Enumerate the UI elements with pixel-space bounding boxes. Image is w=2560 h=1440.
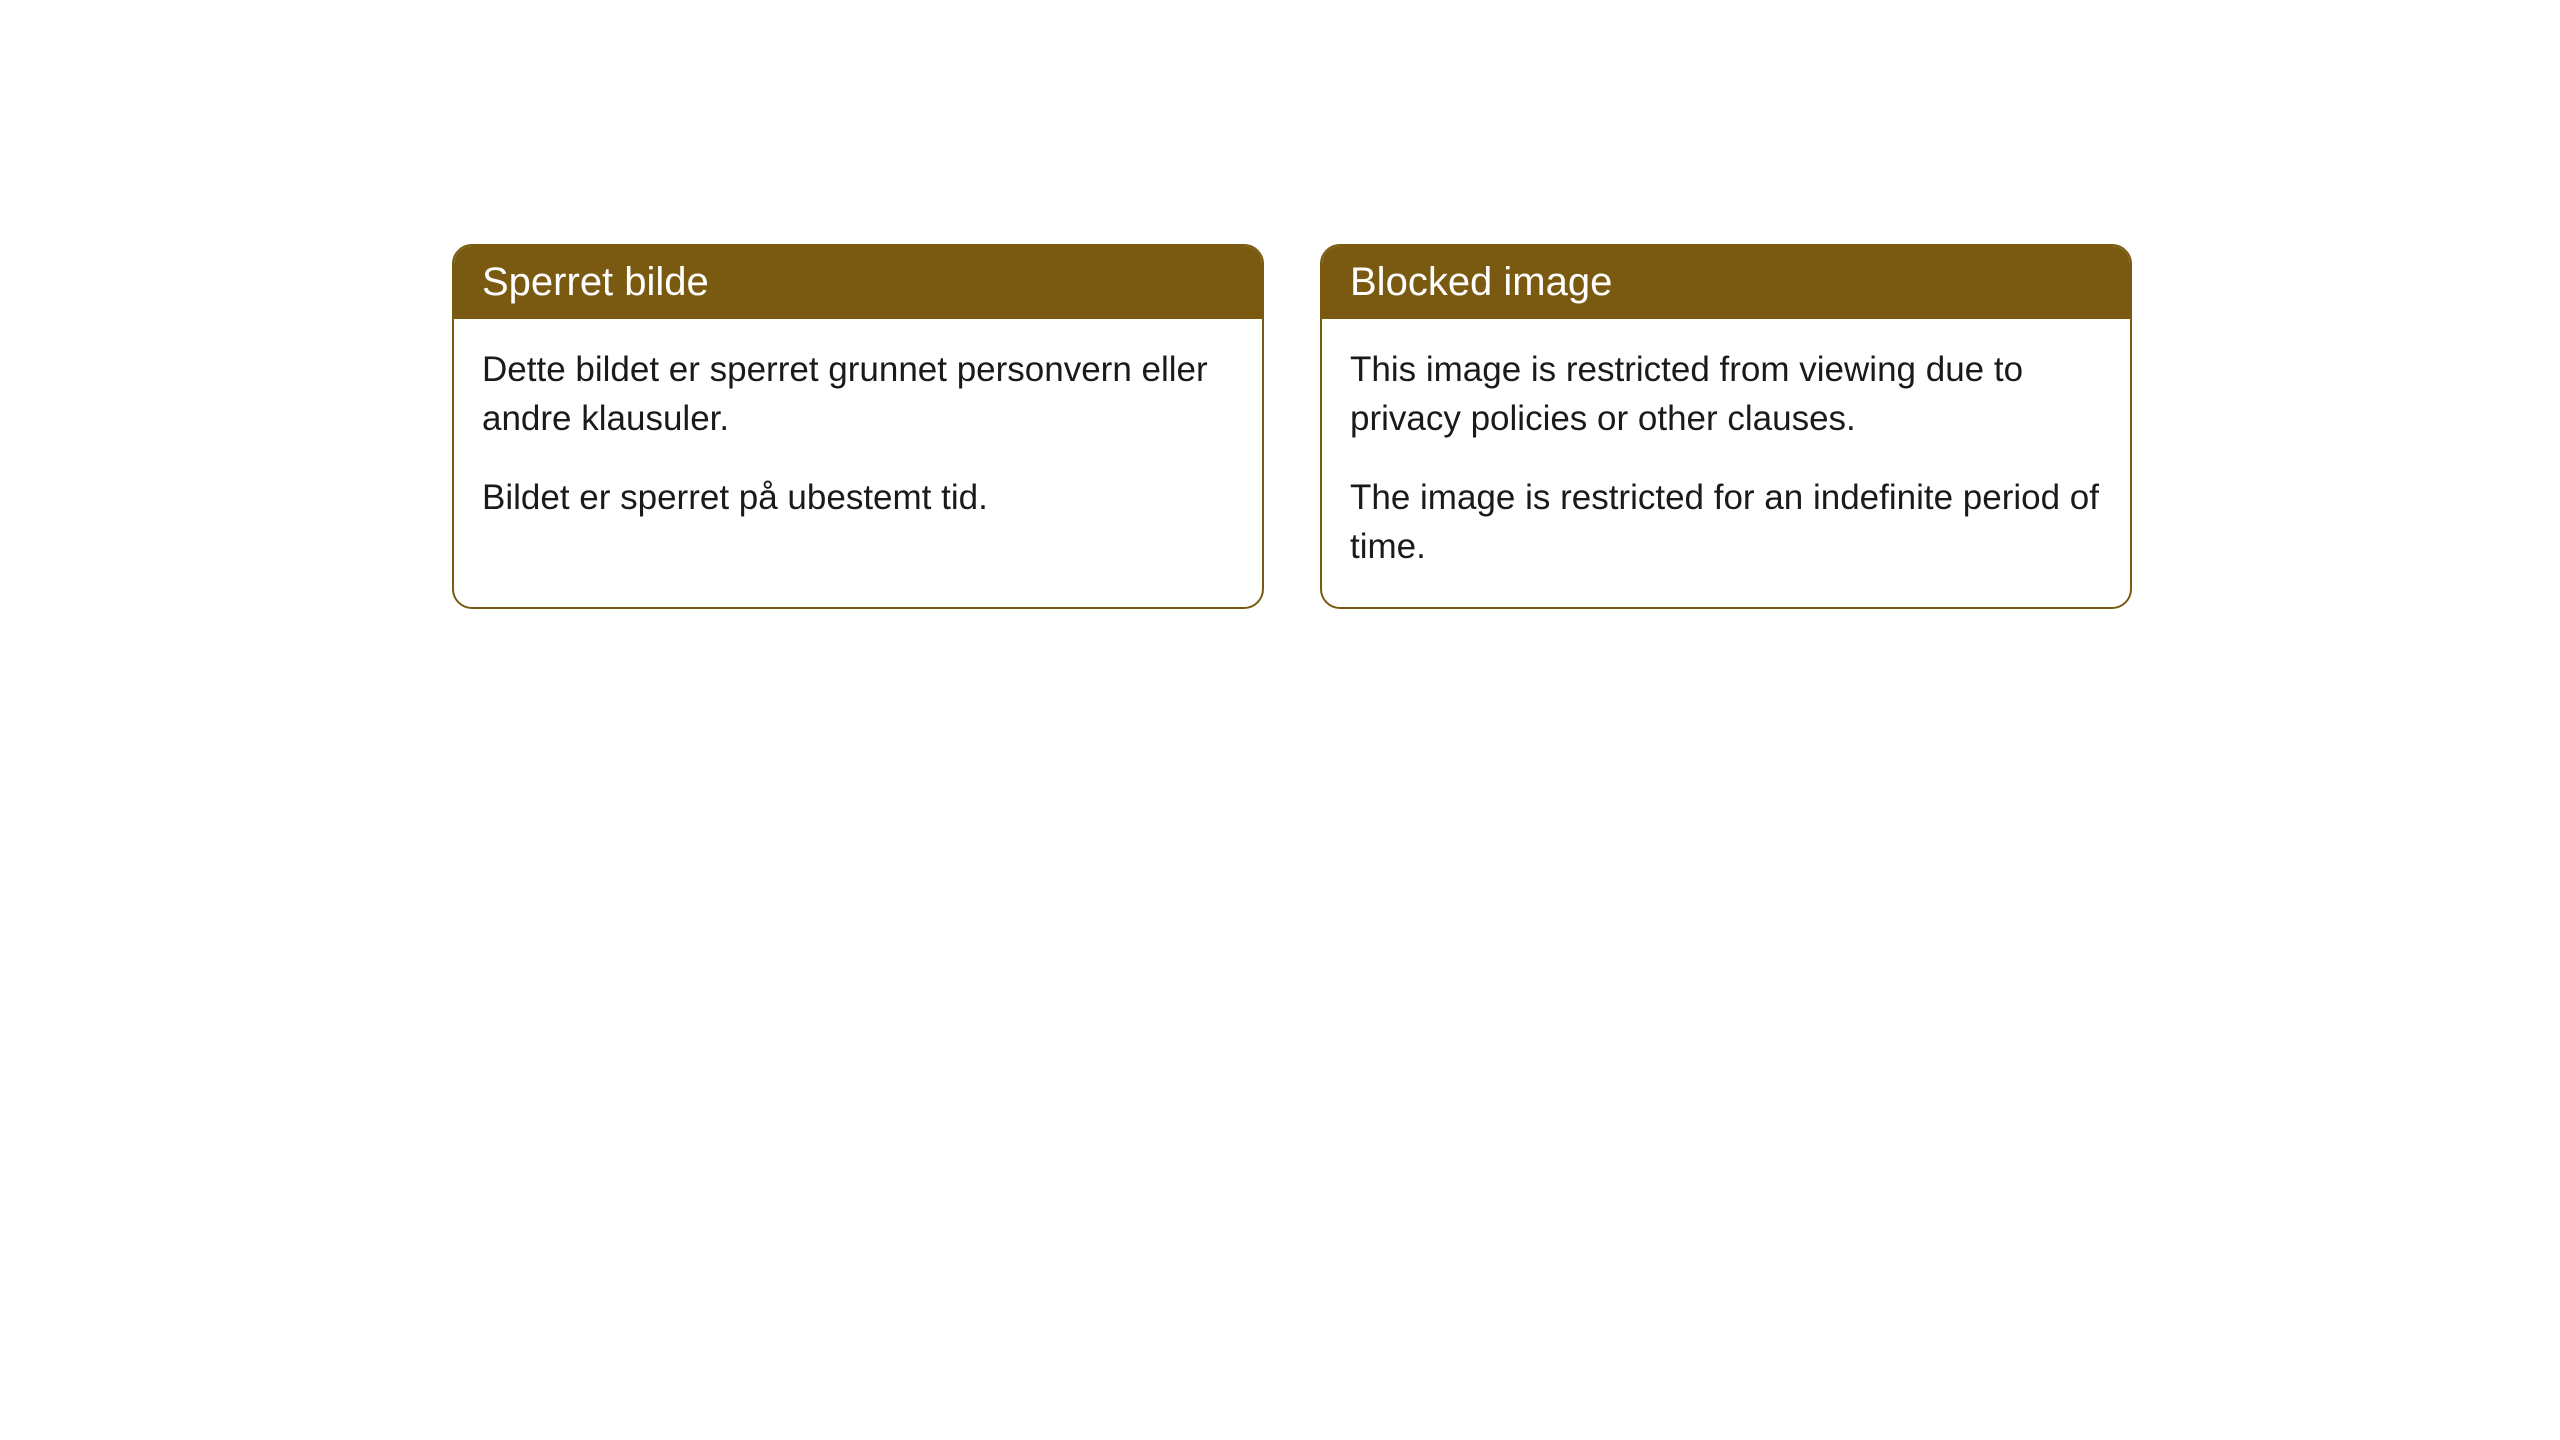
card-title: Sperret bilde (482, 260, 709, 304)
card-paragraph: The image is restricted for an indefinit… (1350, 473, 2102, 571)
card-header: Blocked image (1322, 246, 2130, 319)
card-paragraph: Dette bildet er sperret grunnet personve… (482, 345, 1234, 443)
card-paragraph: Bildet er sperret på ubestemt tid. (482, 473, 1234, 522)
notice-card-norwegian: Sperret bilde Dette bildet er sperret gr… (452, 244, 1264, 609)
card-title: Blocked image (1350, 260, 1612, 304)
notice-card-english: Blocked image This image is restricted f… (1320, 244, 2132, 609)
notice-cards-container: Sperret bilde Dette bildet er sperret gr… (452, 244, 2132, 609)
card-paragraph: This image is restricted from viewing du… (1350, 345, 2102, 443)
card-body: This image is restricted from viewing du… (1322, 319, 2130, 607)
card-body: Dette bildet er sperret grunnet personve… (454, 319, 1262, 558)
card-header: Sperret bilde (454, 246, 1262, 319)
